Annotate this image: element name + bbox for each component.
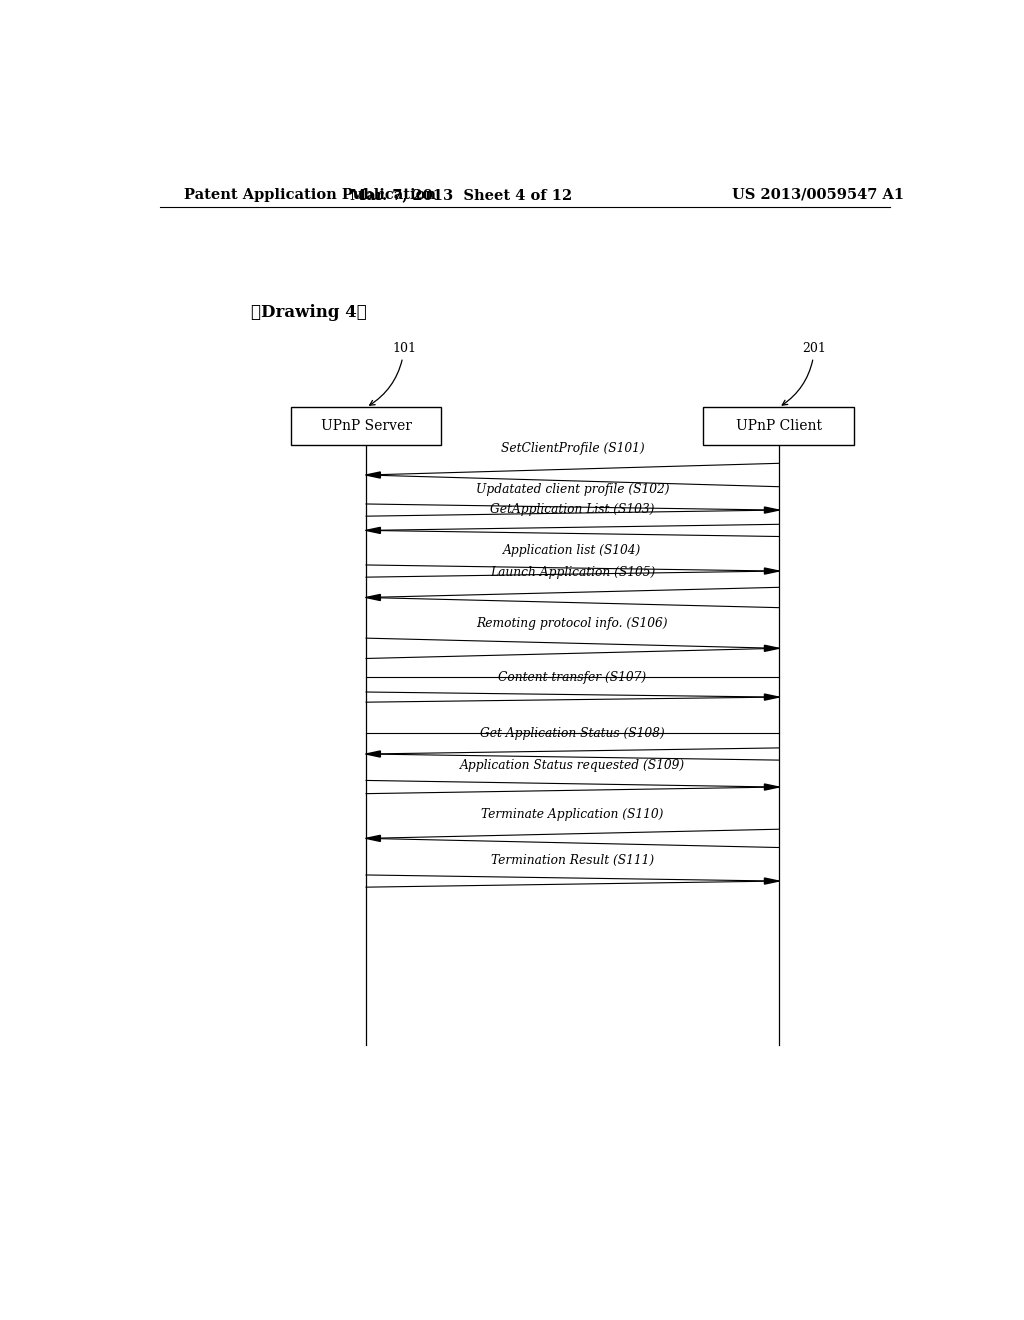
Text: Launch Application (S105): Launch Application (S105) <box>489 566 655 579</box>
Text: Patent Application Publication: Patent Application Publication <box>183 187 435 202</box>
Bar <box>703 408 854 445</box>
Text: Mar. 7, 2013  Sheet 4 of 12: Mar. 7, 2013 Sheet 4 of 12 <box>350 187 572 202</box>
Polygon shape <box>765 507 778 513</box>
Text: Content transfer (S107): Content transfer (S107) <box>499 671 646 684</box>
Text: Remoting protocol info. (S106): Remoting protocol info. (S106) <box>476 616 669 630</box>
Text: Updatated client profile (S102): Updatated client profile (S102) <box>476 483 669 496</box>
Polygon shape <box>765 645 778 651</box>
Polygon shape <box>765 878 778 884</box>
Text: UPnP Server: UPnP Server <box>321 420 412 433</box>
Text: Termination Result (S111): Termination Result (S111) <box>490 854 654 867</box>
Text: Get Application Status (S108): Get Application Status (S108) <box>480 727 665 739</box>
Polygon shape <box>367 751 380 758</box>
Text: US 2013/0059547 A1: US 2013/0059547 A1 <box>732 187 904 202</box>
Text: Application list (S104): Application list (S104) <box>503 544 642 557</box>
Text: Terminate Application (S110): Terminate Application (S110) <box>481 808 664 821</box>
Polygon shape <box>765 784 778 791</box>
Text: 201: 201 <box>782 342 826 405</box>
Polygon shape <box>367 594 380 601</box>
Text: 【Drawing 4】: 【Drawing 4】 <box>251 305 367 321</box>
Bar <box>291 408 441 445</box>
Polygon shape <box>367 473 380 478</box>
Polygon shape <box>765 568 778 574</box>
Text: Application Status requested (S109): Application Status requested (S109) <box>460 759 685 772</box>
Polygon shape <box>765 694 778 700</box>
Polygon shape <box>367 528 380 533</box>
Text: 101: 101 <box>370 342 416 405</box>
Polygon shape <box>367 836 380 841</box>
Text: GetApplication List (S103): GetApplication List (S103) <box>490 503 654 516</box>
Text: SetClientProfile (S101): SetClientProfile (S101) <box>501 442 644 455</box>
Text: UPnP Client: UPnP Client <box>736 420 821 433</box>
